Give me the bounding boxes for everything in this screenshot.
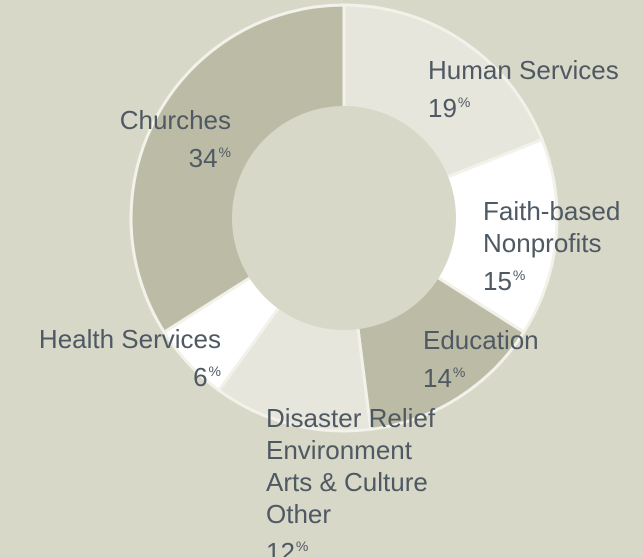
label-churches-text: Churches bbox=[119, 105, 231, 135]
label-human-services: Human Services 19% bbox=[428, 54, 619, 124]
label-health-services-value: 6% bbox=[193, 362, 221, 392]
donut-hole bbox=[232, 106, 456, 330]
label-education-value: 14% bbox=[423, 363, 466, 393]
label-human-services-value: 19% bbox=[428, 93, 471, 123]
label-disaster-relief: Disaster Relief Environment Arts & Cultu… bbox=[266, 402, 435, 557]
label-education-text: Education bbox=[423, 325, 539, 355]
label-disaster-line1: Disaster Relief bbox=[266, 403, 436, 433]
label-churches-value: 34% bbox=[188, 143, 231, 173]
label-disaster-line2: Environment bbox=[266, 435, 412, 465]
label-faith-based-line1: Faith-based bbox=[483, 196, 621, 226]
label-faith-based-value: 15% bbox=[483, 266, 526, 296]
label-disaster-line4: Other bbox=[266, 499, 332, 529]
label-human-services-text: Human Services bbox=[428, 55, 619, 85]
label-faith-based-line2: Nonprofits bbox=[483, 228, 602, 258]
label-disaster-value: 12% bbox=[266, 537, 309, 557]
label-disaster-line3: Arts & Culture bbox=[266, 467, 428, 497]
label-health-services: Health Services 6% bbox=[15, 323, 221, 393]
label-churches: Churches 34% bbox=[100, 104, 231, 174]
label-education: Education 14% bbox=[423, 324, 539, 394]
label-faith-based: Faith-based Nonprofits 15% bbox=[483, 195, 620, 297]
label-health-services-text: Health Services bbox=[38, 324, 221, 354]
